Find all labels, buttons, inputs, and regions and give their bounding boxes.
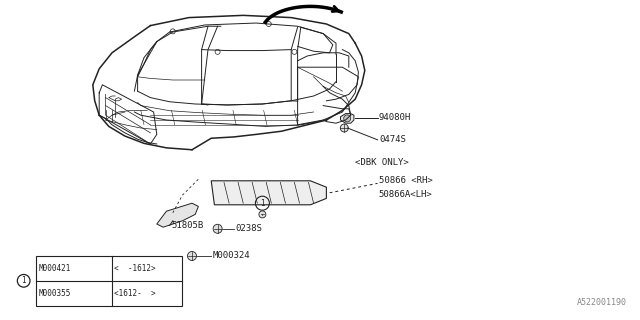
Polygon shape [340,114,354,123]
Text: <1612-  >: <1612- > [115,289,156,298]
Text: 1: 1 [21,276,26,285]
Text: M000324: M000324 [212,252,250,260]
Circle shape [340,124,348,132]
Bar [36,256,182,306]
Circle shape [213,224,222,233]
Text: 94080H: 94080H [379,113,411,122]
Text: M000355: M000355 [39,289,72,298]
Text: 1: 1 [260,199,265,208]
Text: 0238S: 0238S [235,224,262,233]
Text: 51805B: 51805B [172,221,204,230]
Polygon shape [211,181,326,205]
Text: 50866 <RH>: 50866 <RH> [379,176,433,185]
Text: 0474S: 0474S [379,135,406,144]
Text: M000421: M000421 [39,264,72,273]
Text: <  -1612>: < -1612> [115,264,156,273]
Circle shape [344,115,351,122]
Polygon shape [157,203,198,227]
Text: 50866A<LH>: 50866A<LH> [379,190,433,199]
Circle shape [259,211,266,218]
Circle shape [188,252,196,260]
Text: <DBK ONLY>: <DBK ONLY> [355,158,409,167]
Text: A522001190: A522001190 [577,298,627,307]
